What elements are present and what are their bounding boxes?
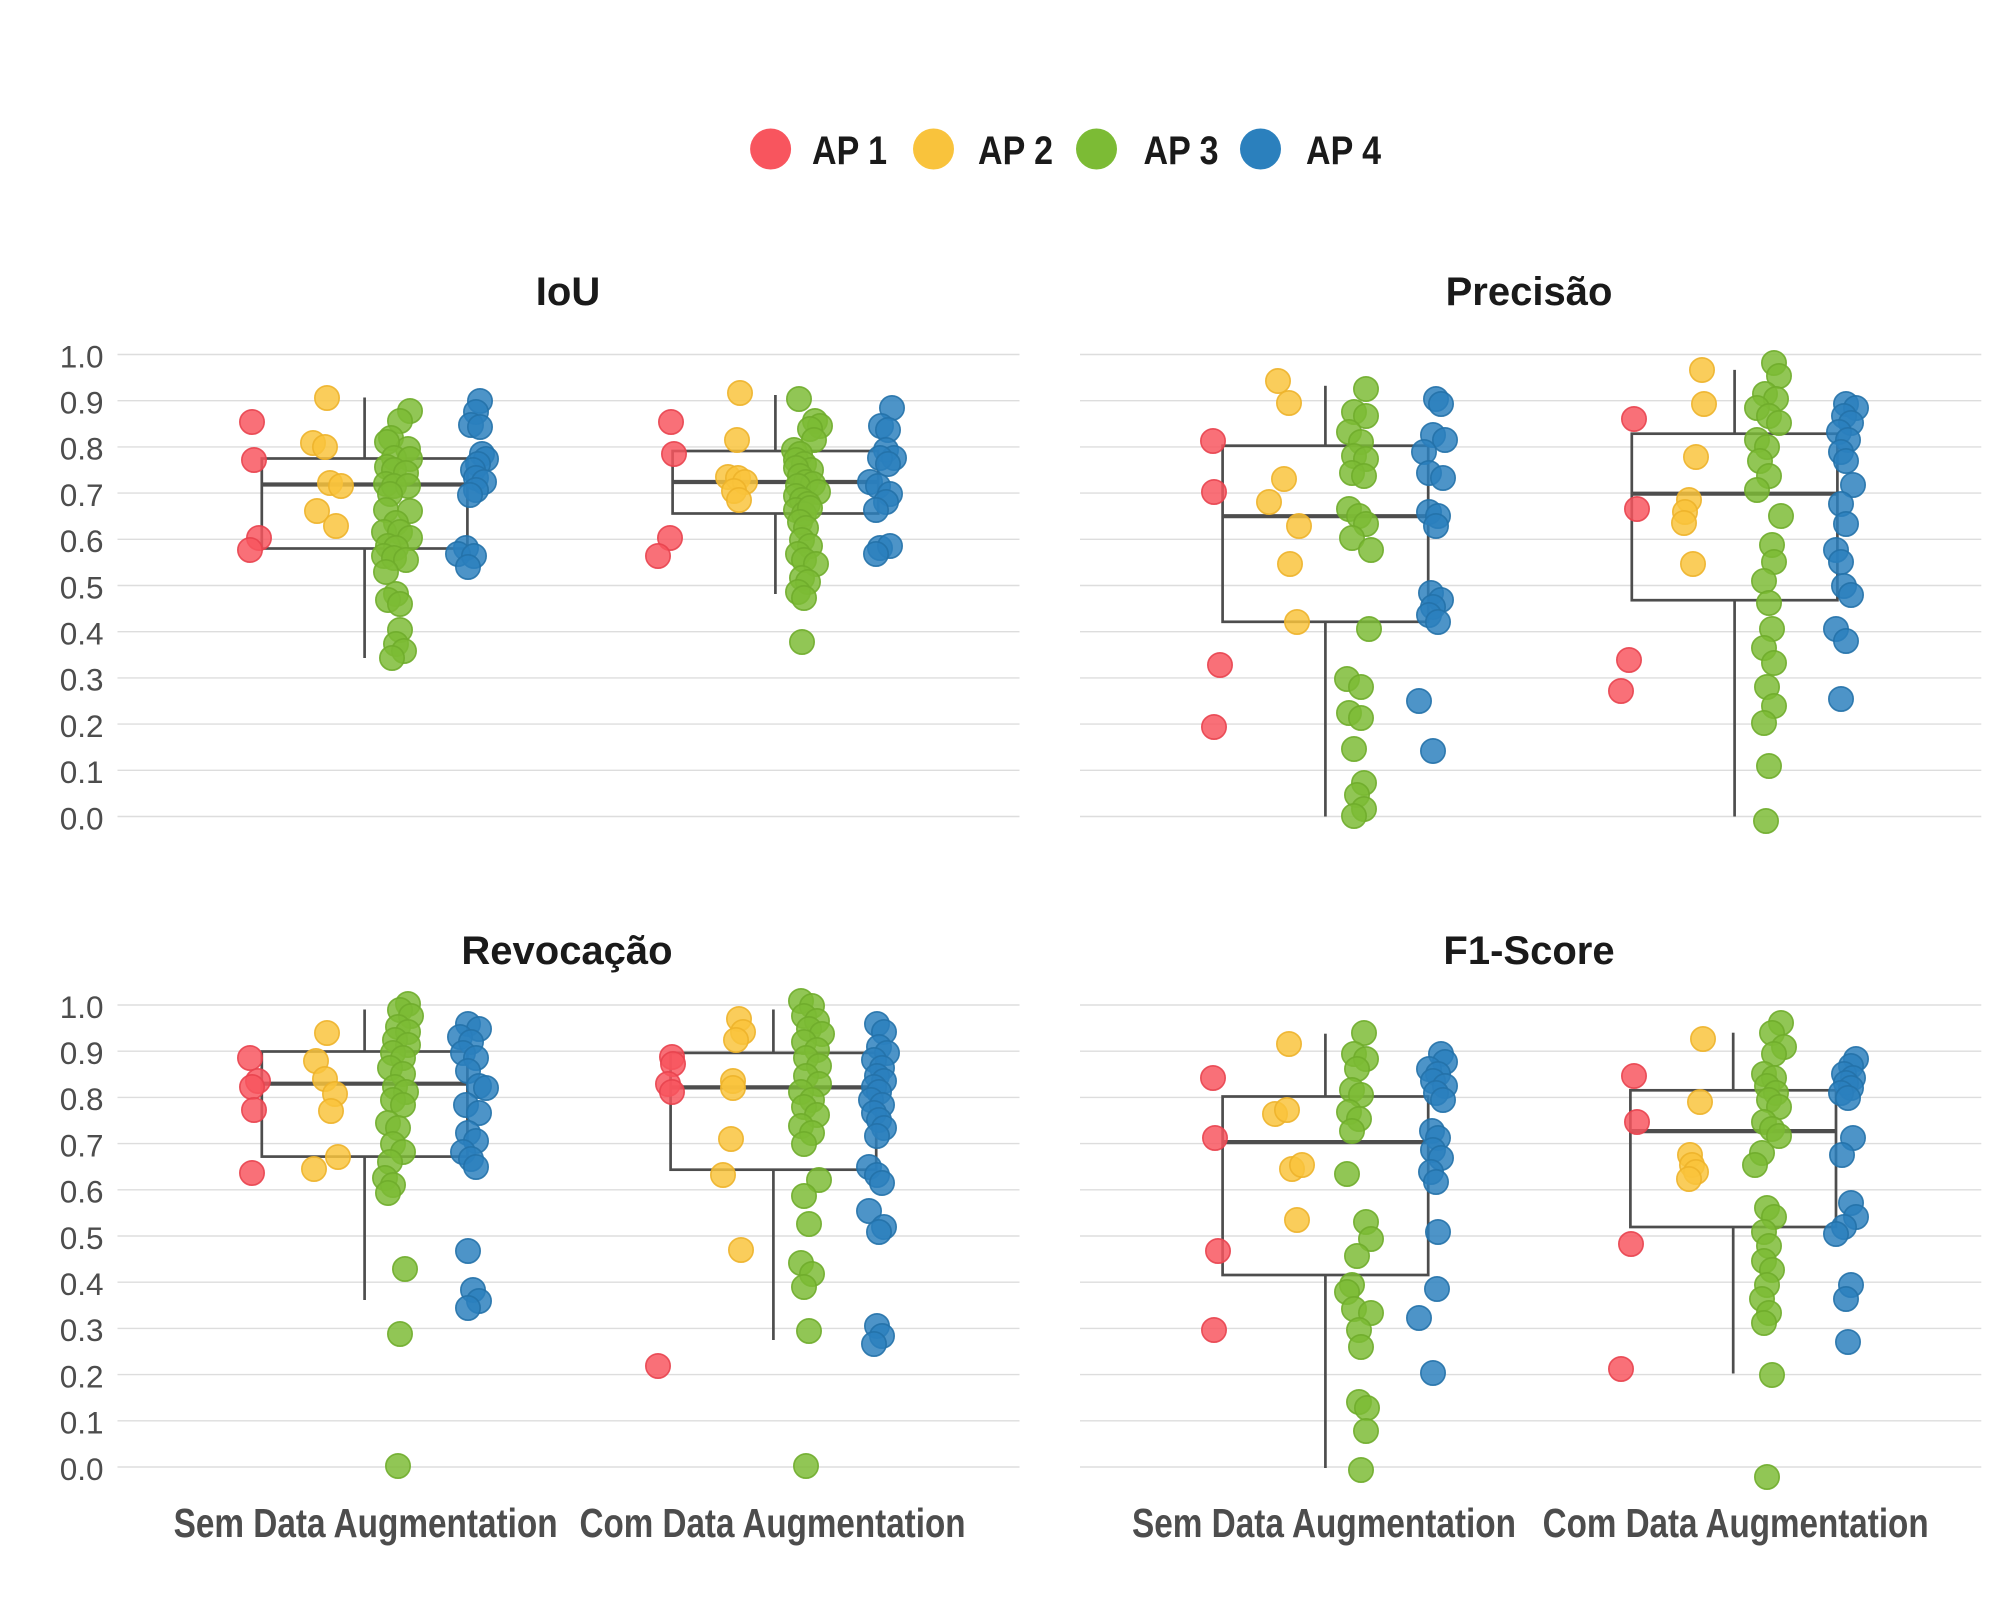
- svg-text:AP 2: AP 2: [978, 129, 1053, 173]
- svg-text:0.0: 0.0: [60, 1451, 104, 1487]
- svg-text:0.8: 0.8: [60, 1081, 104, 1117]
- svg-text:0.3: 0.3: [60, 1312, 104, 1348]
- svg-text:AP 4: AP 4: [1306, 129, 1382, 173]
- svg-text:AP 1: AP 1: [812, 129, 887, 173]
- svg-text:0.8: 0.8: [60, 431, 104, 467]
- svg-text:1.0: 1.0: [60, 989, 104, 1025]
- svg-text:Com Data Augmentation: Com Data Augmentation: [580, 1500, 966, 1546]
- svg-text:Com Data Augmentation: Com Data Augmentation: [1543, 1500, 1929, 1546]
- svg-text:0.7: 0.7: [60, 477, 104, 513]
- svg-text:0.5: 0.5: [60, 1220, 104, 1256]
- svg-text:0.9: 0.9: [60, 1035, 104, 1071]
- svg-text:0.2: 0.2: [60, 1358, 104, 1394]
- svg-text:Revocação: Revocação: [461, 929, 672, 973]
- svg-text:Sem Data Augmentation: Sem Data Augmentation: [174, 1500, 558, 1546]
- svg-text:0.4: 0.4: [60, 616, 104, 652]
- svg-text:0.0: 0.0: [60, 800, 104, 836]
- svg-text:IoU: IoU: [536, 270, 600, 314]
- svg-text:0.4: 0.4: [60, 1266, 104, 1302]
- svg-text:Precisão: Precisão: [1446, 270, 1613, 314]
- svg-text:1.0: 1.0: [60, 338, 104, 374]
- svg-text:0.6: 0.6: [60, 523, 104, 559]
- svg-text:0.9: 0.9: [60, 385, 104, 421]
- svg-text:0.2: 0.2: [60, 708, 104, 744]
- svg-text:AP 3: AP 3: [1144, 129, 1219, 173]
- svg-text:0.6: 0.6: [60, 1174, 104, 1210]
- svg-text:0.1: 0.1: [60, 1405, 104, 1441]
- svg-text:Sem Data Augmentation: Sem Data Augmentation: [1132, 1500, 1516, 1546]
- svg-text:F1-Score: F1-Score: [1443, 929, 1614, 973]
- svg-text:0.7: 0.7: [60, 1127, 104, 1163]
- svg-text:0.1: 0.1: [60, 754, 104, 790]
- svg-text:0.5: 0.5: [60, 569, 104, 605]
- svg-text:0.3: 0.3: [60, 662, 104, 698]
